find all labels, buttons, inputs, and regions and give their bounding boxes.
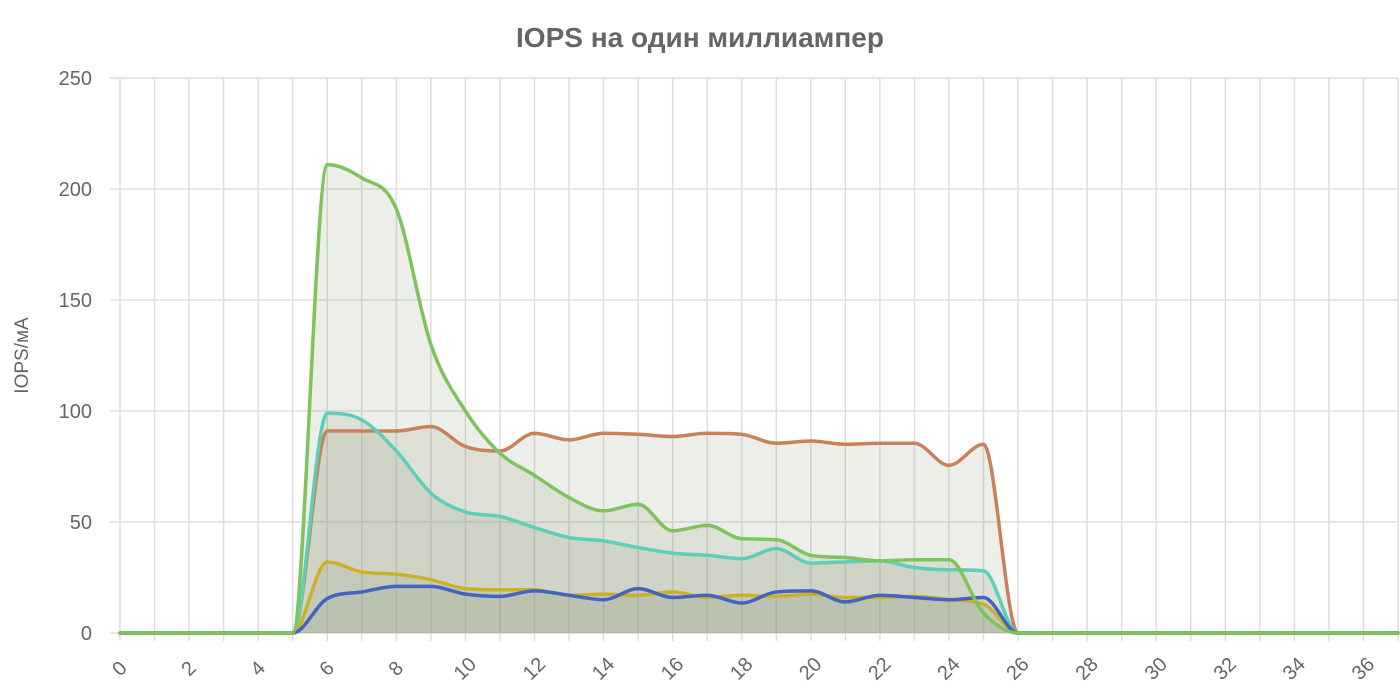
y-axis-ticks: 0 50 100 150 200 250 xyxy=(59,68,92,645)
x-tick-label: 22 xyxy=(864,653,895,684)
series-lines xyxy=(118,162,1400,635)
x-tick-label: 8 xyxy=(385,657,408,680)
series-line-0 xyxy=(118,424,1400,635)
y-tick-label: 200 xyxy=(59,179,92,201)
y-tick-label: 50 xyxy=(70,512,92,534)
x-tick-label: 20 xyxy=(795,653,826,684)
x-tick-label: 2 xyxy=(177,657,200,680)
x-tick-label: 10 xyxy=(450,653,481,684)
series-area-1 xyxy=(120,413,1398,633)
x-tick-label: 28 xyxy=(1071,653,1102,684)
chart-title: IOPS на один миллиампер xyxy=(516,22,884,53)
y-tick-label: 100 xyxy=(59,401,92,423)
x-tick-label: 32 xyxy=(1210,653,1241,684)
x-tick-label: 34 xyxy=(1279,653,1310,684)
series-line-1 xyxy=(118,411,1400,635)
series-line-3 xyxy=(118,584,1400,635)
x-tick-label: 12 xyxy=(519,653,550,684)
y-tick-label: 150 xyxy=(59,290,92,312)
x-tick-label: 0 xyxy=(108,657,131,680)
x-tick-label: 36 xyxy=(1348,653,1379,684)
series-area-3 xyxy=(120,586,1398,633)
x-axis-ticks: 0 2 4 6 8 10 12 14 16 18 20 22 24 26 28 30 32 34 36 xyxy=(108,653,1379,684)
x-tick-label: 4 xyxy=(246,657,269,680)
y-axis-label: IOPS/мА xyxy=(12,317,33,394)
y-tick-label: 250 xyxy=(59,68,92,90)
x-tick-label: 30 xyxy=(1141,653,1172,684)
series-line-4 xyxy=(118,162,1400,635)
x-tick-label: 16 xyxy=(657,653,688,684)
x-tick-label: 26 xyxy=(1002,653,1033,684)
x-tick-label: 24 xyxy=(933,653,964,684)
x-tick-label: 6 xyxy=(316,657,339,680)
series-area-4 xyxy=(120,164,1398,633)
y-tick-label: 0 xyxy=(81,623,92,645)
x-tick-label: 18 xyxy=(726,653,757,684)
x-tick-label: 14 xyxy=(588,653,619,684)
